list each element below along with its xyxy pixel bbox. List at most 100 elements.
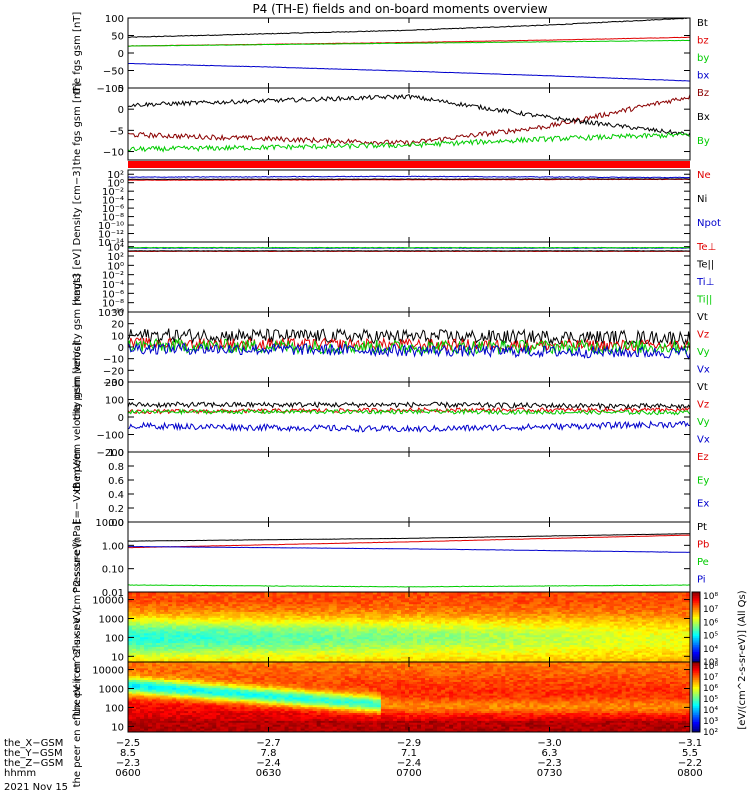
heatmap-cell: [136, 634, 141, 638]
heatmap-cell: [168, 650, 173, 653]
heatmap-cell: [417, 654, 422, 657]
heatmap-cell: [372, 593, 378, 597]
heatmap-cell: [417, 658, 422, 661]
heatmap-cell: [441, 625, 446, 628]
heatmap-cell: [352, 646, 358, 649]
heatmap-cell: [296, 634, 302, 638]
heatmap-cell: [433, 646, 438, 649]
heatmap-cell: [380, 654, 386, 657]
heatmap-cell: [413, 609, 418, 612]
heatmap-cell: [280, 597, 286, 601]
heatmap-cell: [461, 646, 466, 649]
heatmap-cell: [493, 650, 498, 653]
heatmap-cell: [473, 601, 478, 605]
heatmap-cell: [372, 650, 378, 653]
heatmap-cell: [328, 630, 334, 634]
heatmap-cell: [316, 593, 322, 597]
heatmap-cell: [360, 630, 366, 634]
heatmap-cell: [465, 615, 470, 618]
heatmap-cell: [376, 621, 382, 624]
heatmap-cell: [248, 638, 253, 642]
heatmap-cell: [364, 605, 370, 609]
heatmap-cell: [252, 634, 257, 638]
heatmap-cell: [280, 619, 286, 622]
heatmap-cell: [481, 627, 486, 630]
heatmap-cell: [421, 654, 426, 657]
heatmap-cell: [485, 597, 490, 601]
heatmap-cell: [409, 605, 414, 609]
heatmap-cell: [473, 636, 478, 640]
heatmap-cell: [433, 621, 438, 624]
series-line-Vy: [127, 408, 691, 416]
heatmap-cell: [296, 619, 302, 622]
series-line-Vt: [127, 328, 691, 346]
heatmap-cell: [473, 611, 478, 614]
heatmap-cell: [172, 623, 177, 626]
heatmap-cell: [132, 628, 137, 632]
heatmap-cell: [328, 642, 334, 645]
heatmap-cell: [264, 592, 269, 595]
heatmap-cell: [348, 654, 354, 657]
heatmap-cell: [256, 609, 261, 612]
heatmap-cell: [328, 628, 334, 632]
heatmap-cell: [392, 595, 398, 599]
heatmap-cell: [224, 636, 229, 640]
heatmap-cell: [208, 634, 213, 638]
heatmap-cell: [457, 656, 462, 659]
heatmap-cell: [172, 660, 177, 663]
heatmap-cell: [413, 599, 418, 603]
heatmap-cell: [340, 638, 346, 642]
heatmap-cell: [316, 605, 322, 609]
heatmap-cell: [300, 644, 306, 647]
heatmap-cell: [248, 660, 253, 663]
heatmap-cell: [276, 648, 282, 651]
heatmap-cell: [184, 625, 189, 628]
heatmap-cell: [300, 627, 306, 630]
heatmap-cell: [356, 593, 362, 597]
heatmap-cell: [324, 617, 330, 620]
heatmap-cell: [228, 625, 233, 628]
heatmap-cell: [409, 660, 414, 663]
heatmap-cell: [236, 652, 241, 655]
heatmap-cell: [336, 642, 342, 645]
heatmap-cell: [252, 607, 257, 610]
heatmap-cell: [413, 656, 418, 659]
heatmap-cell: [240, 650, 245, 653]
heatmap-cell: [192, 613, 197, 616]
heatmap-cell: [352, 597, 358, 601]
heatmap-cell: [489, 597, 494, 601]
heatmap-cell: [256, 621, 261, 624]
heatmap-cell: [164, 613, 169, 616]
legend-Ez: Ez: [697, 452, 709, 463]
heatmap-cell: [220, 628, 225, 632]
heatmap-cell: [392, 623, 398, 626]
heatmap-cell: [268, 646, 274, 649]
heatmap-cell: [449, 650, 454, 653]
heatmap-cell: [236, 599, 241, 603]
heatmap-cell: [268, 652, 274, 655]
heatmap-cell: [340, 644, 346, 647]
heatmap-cell: [400, 615, 406, 618]
heatmap-cell: [232, 607, 237, 610]
heatmap-cell: [164, 592, 169, 595]
heatmap-cell: [376, 638, 382, 642]
heatmap-cell: [477, 621, 482, 624]
heatmap-cell: [368, 634, 374, 638]
heatmap-cell: [240, 621, 245, 624]
heatmap-cell: [481, 638, 486, 642]
heatmap-cell: [220, 646, 225, 649]
heatmap-cell: [152, 654, 157, 657]
heatmap-cell: [244, 611, 249, 614]
y-axis-label: the peem velocity gsm [km/s]: [72, 342, 83, 492]
heatmap-cell: [196, 599, 201, 603]
heatmap-cell: [264, 656, 269, 659]
heatmap-cell: [264, 609, 269, 612]
heatmap-cell: [304, 621, 310, 624]
heatmap-cell: [152, 630, 157, 634]
heatmap-cell: [244, 630, 249, 634]
heatmap-cell: [236, 658, 241, 661]
heatmap-cell: [348, 607, 354, 610]
heatmap-cell: [344, 660, 350, 663]
heatmap-cell: [220, 644, 225, 647]
